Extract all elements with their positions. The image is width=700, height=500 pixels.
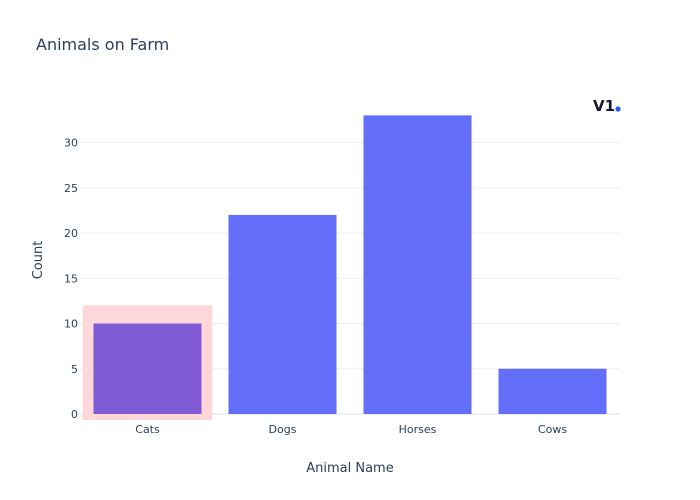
y-tick-10: 10 bbox=[64, 318, 78, 331]
bar-dogs[interactable] bbox=[228, 214, 337, 414]
watermark-logo: V1 bbox=[593, 97, 621, 115]
watermark-dot bbox=[615, 106, 621, 112]
y-tick-20: 20 bbox=[64, 227, 78, 240]
chart-title: Animals on Farm bbox=[36, 35, 169, 54]
x-tick-labels: Cats Dogs Horses Cows bbox=[135, 423, 567, 436]
y-tick-30: 30 bbox=[64, 137, 78, 150]
x-tick-cows: Cows bbox=[538, 423, 567, 436]
watermark-text: V1 bbox=[593, 97, 615, 115]
x-tick-cats: Cats bbox=[135, 423, 160, 436]
bar-cats[interactable] bbox=[93, 323, 202, 414]
y-tick-5: 5 bbox=[71, 363, 78, 376]
y-tick-25: 25 bbox=[64, 182, 78, 195]
x-axis-title: Animal Name bbox=[306, 461, 393, 476]
bar-horses[interactable] bbox=[363, 115, 472, 414]
x-tick-horses: Horses bbox=[399, 423, 437, 436]
x-tick-dogs: Dogs bbox=[269, 423, 297, 436]
y-tick-15: 15 bbox=[64, 272, 78, 285]
y-tick-labels: 0 5 10 15 20 25 30 bbox=[64, 137, 78, 421]
y-tick-0: 0 bbox=[71, 408, 78, 421]
bars bbox=[93, 115, 607, 414]
bar-cows[interactable] bbox=[498, 368, 607, 414]
y-axis-title: Count bbox=[31, 241, 46, 280]
